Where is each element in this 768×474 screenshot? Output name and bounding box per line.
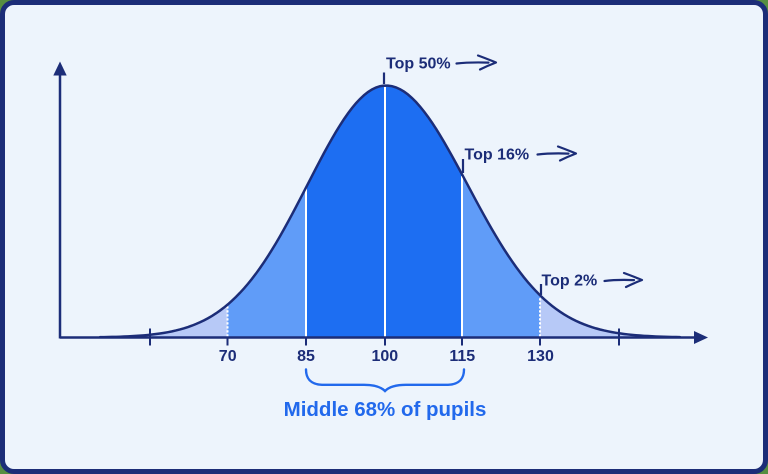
svg-text:130: 130: [527, 348, 554, 365]
svg-text:115: 115: [449, 348, 475, 365]
svg-text:85: 85: [297, 348, 315, 365]
svg-text:70: 70: [219, 348, 237, 365]
svg-text:Top 16%: Top 16%: [465, 147, 530, 164]
svg-text:100: 100: [371, 348, 398, 365]
svg-text:Top 2%: Top 2%: [542, 273, 598, 290]
svg-text:Top 50%: Top 50%: [386, 56, 451, 73]
svg-text:Middle 68% of pupils: Middle 68% of pupils: [284, 398, 487, 421]
